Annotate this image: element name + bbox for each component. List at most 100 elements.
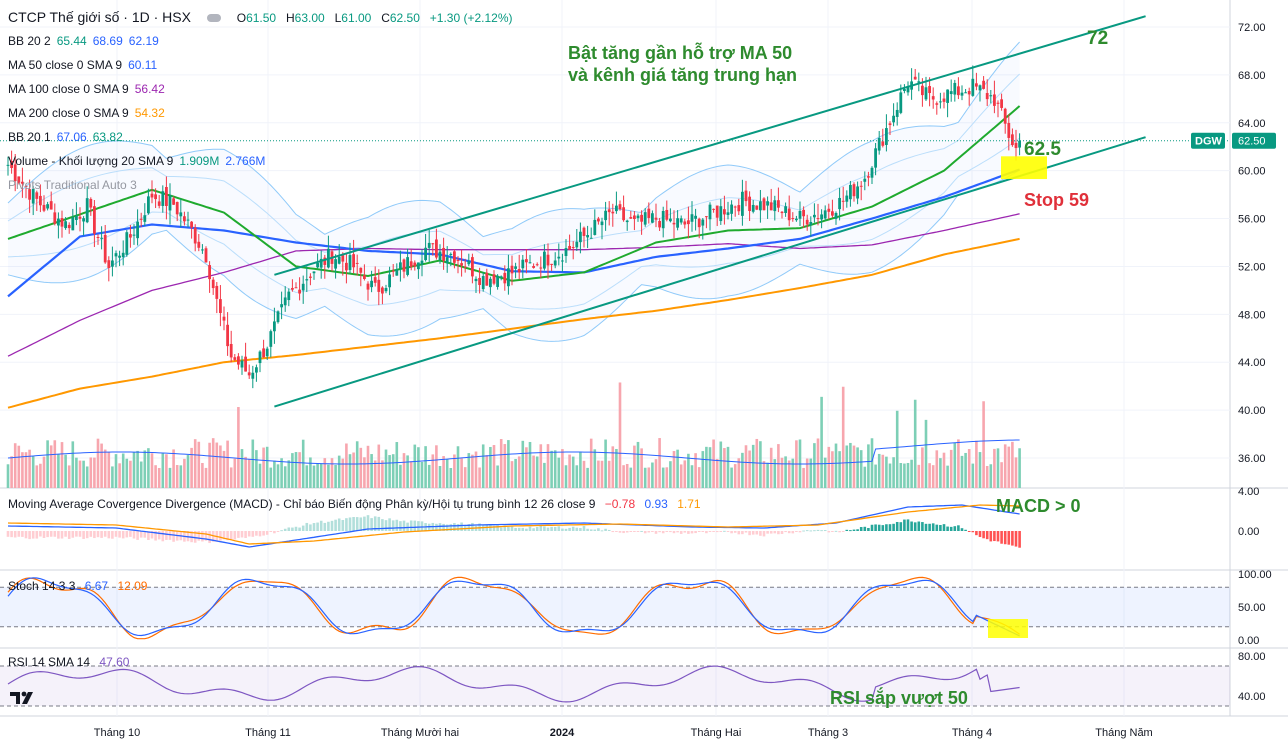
stoch-legend[interactable]: Stoch 14 3 3 6.67 12.09 <box>8 579 153 593</box>
candle-body <box>726 212 730 215</box>
volume-bar <box>319 463 323 488</box>
candle-body <box>53 212 57 224</box>
candle-body <box>237 356 240 365</box>
macd-histogram-bar <box>845 529 849 531</box>
support-highlight <box>1001 156 1047 180</box>
macd-histogram-bar <box>229 531 233 540</box>
macd-histogram-bar <box>532 528 535 531</box>
macd-histogram-bar <box>989 531 993 542</box>
stoch-tick-label: 0.00 <box>1238 635 1259 647</box>
indicator-legend[interactable]: MA 100 close 0 SMA 9 56.42 <box>8 82 171 96</box>
candle-body <box>492 274 496 284</box>
macd-histogram-bar <box>571 526 575 531</box>
indicator-legend[interactable]: MA 200 close 0 SMA 9 54.32 <box>8 106 171 120</box>
macd-histogram-bar <box>899 522 903 531</box>
macd-legend[interactable]: Moving Average Covergence Divergence (MA… <box>8 497 707 511</box>
price-tick-label: 72.00 <box>1238 22 1266 34</box>
volume-bar <box>165 454 168 488</box>
macd-histogram-bar <box>525 528 528 531</box>
volume-bar <box>870 438 874 488</box>
volume-bar <box>885 456 888 488</box>
macd-histogram-bar <box>820 530 823 532</box>
candle-body <box>802 209 805 217</box>
candle-body <box>535 264 539 266</box>
volume-bar <box>57 454 60 488</box>
macd-histogram-bar <box>204 531 208 541</box>
macd-histogram-bar <box>417 521 420 531</box>
candle-body <box>197 241 201 248</box>
candle-body <box>913 76 917 80</box>
candle-body <box>989 95 993 97</box>
candle-body <box>600 221 604 226</box>
indicator-legend[interactable]: Volume - Khối lượng 20 SMA 9 1.909M 2.766M <box>8 154 271 168</box>
settings-icon[interactable] <box>206 14 221 23</box>
volume-bar <box>13 443 17 488</box>
macd-histogram-bar <box>53 531 57 537</box>
candle-body <box>795 218 798 221</box>
candle-body <box>1000 99 1003 108</box>
macd-histogram-bar <box>402 520 406 531</box>
volume-bar <box>312 465 316 488</box>
macd-histogram-bar <box>319 520 323 531</box>
macd-histogram-bar <box>867 527 870 531</box>
volume-bar <box>852 445 856 488</box>
indicator-legend[interactable]: BB 20 2 65.44 68.69 62.19 <box>8 34 165 48</box>
rsi-tick-label: 80.00 <box>1238 651 1266 663</box>
macd-histogram-bar <box>71 531 75 538</box>
candle-body <box>766 201 769 206</box>
indicator-legend[interactable]: MA 50 close 0 SMA 9 60.11 <box>8 58 163 72</box>
candle-body <box>723 209 726 215</box>
candle-body <box>881 141 885 146</box>
macd-histogram-bar <box>622 531 625 534</box>
volume-bar <box>93 457 96 488</box>
ma100-line <box>7 213 1020 357</box>
candle-body <box>571 247 575 249</box>
candle-body <box>64 221 67 229</box>
time-axis-label: 2024 <box>550 727 575 739</box>
volume-bar <box>420 461 424 488</box>
volume-bar <box>715 458 719 488</box>
candle-body <box>751 204 755 212</box>
candle-body <box>629 217 633 219</box>
volume-bar <box>701 451 705 488</box>
volume-bar <box>676 449 679 488</box>
candle-body <box>928 86 931 94</box>
candle-body <box>748 196 751 211</box>
price-tag <box>1232 132 1276 149</box>
volume-bar <box>985 466 989 488</box>
volume-bar <box>629 467 633 488</box>
rsi-legend[interactable]: RSI 14 SMA 14 47.60 <box>8 655 135 669</box>
candle-body <box>687 220 690 225</box>
candle-body <box>701 219 705 226</box>
macd-histogram-bar <box>737 531 741 535</box>
macd-histogram-bar <box>960 528 964 531</box>
candle-body <box>553 260 557 266</box>
macd-histogram-bar <box>93 531 96 539</box>
candle-body <box>651 213 654 223</box>
volume-bar <box>478 467 481 488</box>
candle-body <box>816 218 820 220</box>
candle-body <box>820 214 823 220</box>
candle-body <box>456 260 460 262</box>
macd-histogram-bar <box>787 531 791 534</box>
candle-body <box>60 218 64 227</box>
volume-bar <box>258 463 262 488</box>
indicator-legend[interactable]: BB 20 1 67.06 63.82 <box>8 130 129 144</box>
macd-histogram-bar <box>427 523 431 531</box>
volume-bar <box>741 452 744 488</box>
volume-bar <box>723 448 726 488</box>
macd-histogram-bar <box>13 531 17 538</box>
indicator-legend[interactable]: Pivots Traditional Auto 3 <box>8 178 143 192</box>
candle-body <box>424 247 427 261</box>
candle-body <box>31 188 35 204</box>
candle-body <box>1014 142 1018 149</box>
macd-histogram-bar <box>953 526 957 531</box>
macd-histogram-bar <box>636 531 640 532</box>
macd-hist-value: −0.78 <box>604 497 636 511</box>
macd-histogram-bar <box>17 531 21 537</box>
tradingview-logo-icon[interactable] <box>8 688 38 708</box>
macd-signal-value: 1.71 <box>677 497 701 511</box>
candle-body <box>640 214 643 222</box>
candle-body <box>377 279 381 292</box>
